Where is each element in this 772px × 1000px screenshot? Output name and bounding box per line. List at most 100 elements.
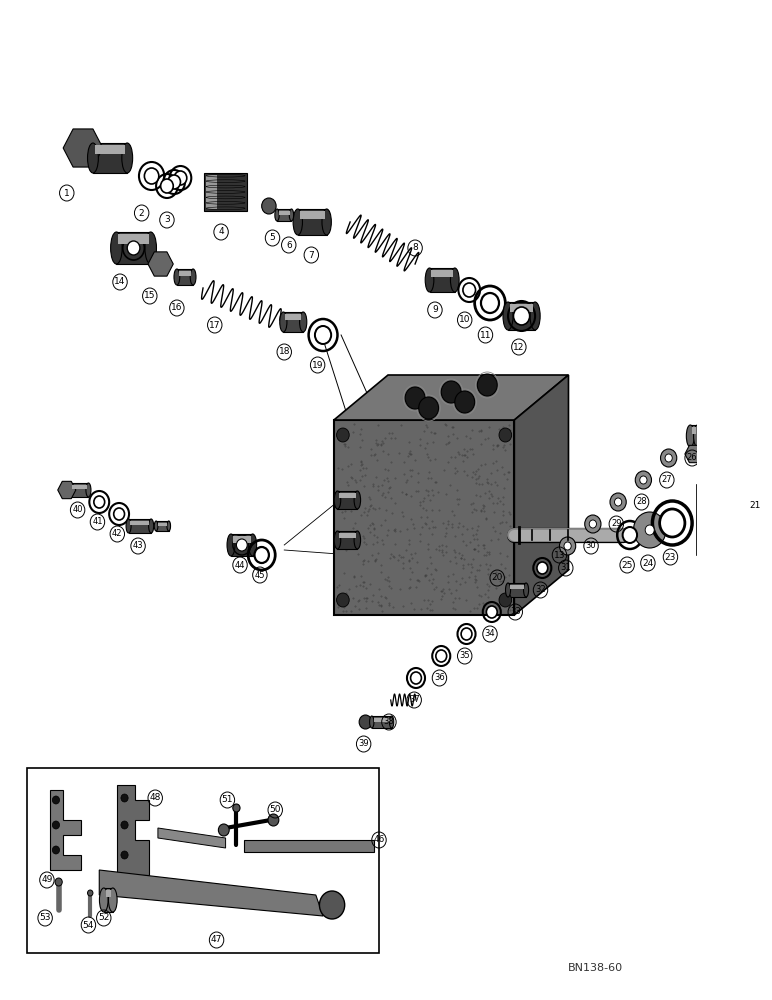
Circle shape (161, 179, 173, 193)
Text: 53: 53 (39, 914, 51, 922)
Bar (156, 521, 169, 531)
Text: 38: 38 (384, 718, 394, 726)
Text: 43: 43 (133, 542, 144, 550)
Bar (696, 485, 742, 555)
Ellipse shape (293, 209, 303, 235)
Ellipse shape (86, 483, 91, 497)
Ellipse shape (227, 534, 235, 556)
Bar (429, 268, 455, 292)
Text: 24: 24 (642, 558, 654, 568)
Circle shape (726, 491, 736, 503)
Bar (27, 768, 379, 953)
Polygon shape (58, 481, 76, 499)
Text: 7: 7 (309, 250, 314, 259)
Polygon shape (49, 790, 81, 870)
Ellipse shape (354, 531, 361, 549)
Bar (118, 234, 149, 244)
Bar (508, 583, 526, 597)
Text: 30: 30 (586, 542, 596, 550)
Circle shape (584, 515, 601, 533)
Circle shape (359, 715, 372, 729)
Ellipse shape (100, 888, 108, 912)
Text: BN138-60: BN138-60 (568, 963, 623, 973)
Bar (298, 209, 327, 235)
Circle shape (560, 537, 576, 555)
Bar (283, 312, 303, 332)
Ellipse shape (174, 269, 180, 285)
Text: 16: 16 (171, 304, 183, 312)
Circle shape (764, 535, 772, 545)
Circle shape (52, 846, 59, 854)
Bar (339, 493, 356, 498)
Bar (129, 519, 151, 533)
Ellipse shape (530, 302, 540, 330)
Circle shape (634, 512, 666, 548)
Circle shape (174, 171, 187, 185)
Text: 26: 26 (687, 454, 697, 462)
Circle shape (268, 814, 279, 826)
Bar (277, 209, 292, 221)
Circle shape (121, 851, 128, 859)
Circle shape (661, 449, 677, 467)
Ellipse shape (370, 716, 374, 728)
Circle shape (463, 283, 476, 297)
Circle shape (436, 650, 447, 662)
Text: 4: 4 (218, 228, 224, 236)
Text: 36: 36 (434, 674, 445, 682)
Bar (233, 536, 251, 543)
Text: 42: 42 (112, 530, 123, 538)
Polygon shape (158, 828, 225, 848)
Circle shape (665, 454, 672, 462)
Ellipse shape (523, 583, 529, 597)
Text: 27: 27 (662, 476, 672, 485)
Polygon shape (244, 840, 374, 852)
Circle shape (442, 381, 461, 403)
Circle shape (418, 397, 438, 419)
Text: 8: 8 (412, 243, 418, 252)
Text: 45: 45 (255, 570, 265, 580)
Text: 47: 47 (211, 936, 222, 944)
Polygon shape (100, 870, 323, 916)
Text: 23: 23 (665, 552, 676, 562)
Ellipse shape (145, 232, 157, 264)
Bar (158, 523, 167, 526)
Ellipse shape (167, 521, 171, 531)
Text: 32: 32 (535, 585, 546, 594)
Circle shape (589, 520, 597, 528)
Text: 50: 50 (269, 806, 281, 814)
Ellipse shape (334, 531, 340, 549)
Circle shape (635, 471, 652, 489)
Polygon shape (334, 375, 568, 420)
Bar (93, 143, 127, 173)
Bar (510, 585, 524, 589)
Bar (206, 175, 217, 209)
Polygon shape (685, 445, 703, 463)
Circle shape (610, 493, 626, 511)
Bar (334, 420, 514, 615)
Bar (178, 271, 191, 276)
Ellipse shape (506, 583, 510, 597)
Ellipse shape (686, 425, 694, 447)
Circle shape (615, 498, 621, 506)
Bar (130, 521, 149, 525)
Circle shape (564, 542, 571, 550)
Circle shape (52, 821, 59, 829)
Circle shape (320, 891, 345, 919)
Text: 21: 21 (750, 500, 761, 510)
Text: 12: 12 (513, 342, 524, 352)
Circle shape (121, 821, 128, 829)
Text: 18: 18 (279, 348, 290, 357)
Circle shape (113, 508, 124, 520)
Text: 46: 46 (374, 836, 384, 844)
Circle shape (55, 878, 63, 886)
Text: 1: 1 (64, 188, 69, 198)
Text: 3: 3 (164, 216, 170, 225)
Ellipse shape (68, 483, 73, 497)
Bar (285, 314, 301, 320)
Text: 34: 34 (485, 630, 496, 639)
Bar (510, 304, 533, 312)
Circle shape (255, 547, 269, 563)
Circle shape (659, 509, 685, 537)
Bar (300, 211, 325, 219)
Ellipse shape (425, 268, 434, 292)
